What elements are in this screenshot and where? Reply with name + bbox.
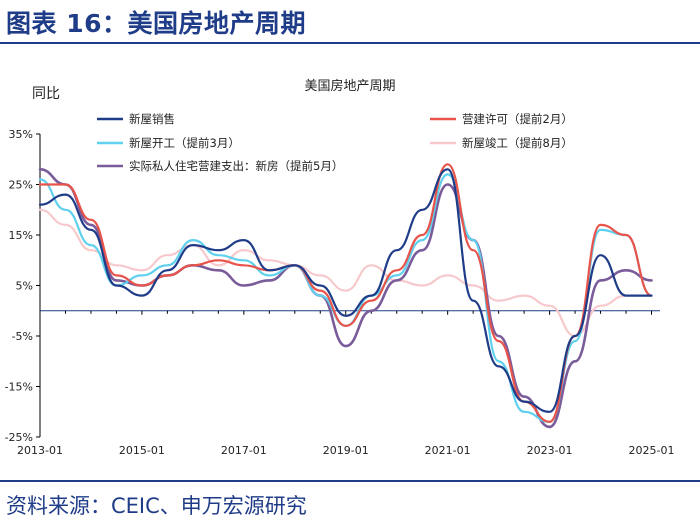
- y-axis-label: 同比: [32, 86, 60, 102]
- legend-label-4: 实际私人住宅营建支出：新房（提前5月）: [129, 159, 343, 173]
- axes: 35% 25% 15% 5% -5% -15% -25%2013-01 2015-01 2017…: [5, 128, 675, 457]
- figure-header: 图表 16：美国房地产周期: [0, 0, 700, 42]
- legend-label-1: 营建许可（提前2月）: [462, 112, 573, 126]
- y-tick-label: -15%: [5, 381, 33, 394]
- series-lines: [38, 163, 653, 429]
- legend-label-0: 新屋销售: [129, 112, 175, 126]
- y-tick-label: -5%: [12, 330, 33, 343]
- figure-title: 图表 16：美国房地产周期: [6, 9, 306, 38]
- series-line-0: [38, 168, 653, 413]
- y-tick-label: -25%: [5, 431, 33, 444]
- x-tick-label: 2021-01: [425, 444, 471, 457]
- x-tick-label: 2015-01: [119, 444, 165, 457]
- series-line-3: [38, 208, 628, 338]
- x-tick-label: 2023-01: [527, 444, 573, 457]
- footer-rule: [0, 480, 700, 482]
- housing-cycle-chart: 美国房地产周期 同比 新屋销售 营建许可（提前2月） 新屋开工（提前3月） 新屋竣工（…: [5, 78, 675, 457]
- source-note: 资料来源：CEIC、申万宏源研究: [6, 494, 307, 518]
- x-tick-label: 2013-01: [17, 444, 63, 457]
- y-tick-label: 25%: [9, 179, 33, 192]
- series-line-1: [38, 163, 653, 423]
- y-tick-label: 5%: [16, 280, 33, 293]
- x-tick-label: 2017-01: [221, 444, 267, 457]
- x-tick-label: 2025-01: [629, 444, 675, 457]
- chart-title: 美国房地产周期: [304, 78, 395, 94]
- legend-label-2: 新屋开工（提前3月）: [129, 136, 240, 150]
- legend-label-3: 新屋竣工（提前8月）: [462, 136, 573, 150]
- legend: 新屋销售 营建许可（提前2月） 新屋开工（提前3月） 新屋竣工（提前8月） 实际私人住宅…: [97, 112, 573, 173]
- header-rule: [0, 42, 700, 44]
- y-tick-label: 15%: [9, 229, 33, 242]
- x-tick-label: 2019-01: [323, 444, 369, 457]
- y-tick-label: 35%: [9, 128, 33, 141]
